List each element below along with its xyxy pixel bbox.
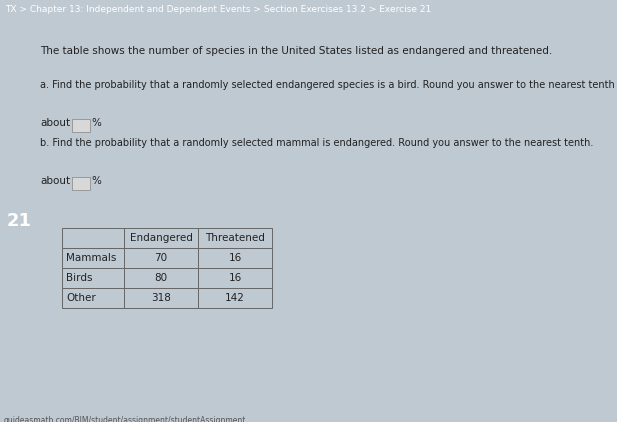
Text: 21: 21 bbox=[7, 213, 31, 230]
Text: %: % bbox=[91, 176, 101, 186]
Text: Threatened: Threatened bbox=[205, 233, 265, 243]
Text: TX > Chapter 13: Independent and Dependent Events > Section Exercises 13.2 > Exe: TX > Chapter 13: Independent and Depende… bbox=[5, 5, 431, 14]
Text: 80: 80 bbox=[154, 273, 168, 283]
Text: b. Find the probability that a randomly selected mammal is endangered. Round you: b. Find the probability that a randomly … bbox=[40, 138, 594, 148]
Text: The table shows the number of species in the United States listed as endangered : The table shows the number of species in… bbox=[40, 46, 552, 56]
Bar bbox=[124, 228, 198, 248]
Text: Other: Other bbox=[66, 293, 96, 303]
Text: about: about bbox=[40, 118, 70, 128]
Bar bbox=[72, 177, 90, 190]
Text: 70: 70 bbox=[154, 253, 168, 263]
Bar bbox=[198, 248, 272, 268]
Bar bbox=[62, 248, 124, 268]
Bar bbox=[62, 268, 124, 288]
Text: 318: 318 bbox=[151, 293, 171, 303]
Bar bbox=[124, 268, 198, 288]
Text: guideasmath.com/BIM/student/assignment/studentAssignment: guideasmath.com/BIM/student/assignment/s… bbox=[4, 416, 246, 422]
Text: 16: 16 bbox=[228, 253, 242, 263]
Bar bbox=[72, 119, 90, 132]
Bar bbox=[198, 268, 272, 288]
Text: %: % bbox=[91, 118, 101, 128]
Text: about: about bbox=[40, 176, 70, 186]
Bar bbox=[62, 288, 124, 308]
Text: 16: 16 bbox=[228, 273, 242, 283]
Bar bbox=[124, 288, 198, 308]
Text: Endangered: Endangered bbox=[130, 233, 193, 243]
Text: 142: 142 bbox=[225, 293, 245, 303]
Bar bbox=[62, 228, 124, 248]
Text: Mammals: Mammals bbox=[66, 253, 117, 263]
Text: Birds: Birds bbox=[66, 273, 93, 283]
Bar bbox=[198, 228, 272, 248]
Bar bbox=[124, 248, 198, 268]
Bar bbox=[198, 288, 272, 308]
Text: a. Find the probability that a randomly selected endangered species is a bird. R: a. Find the probability that a randomly … bbox=[40, 80, 615, 90]
